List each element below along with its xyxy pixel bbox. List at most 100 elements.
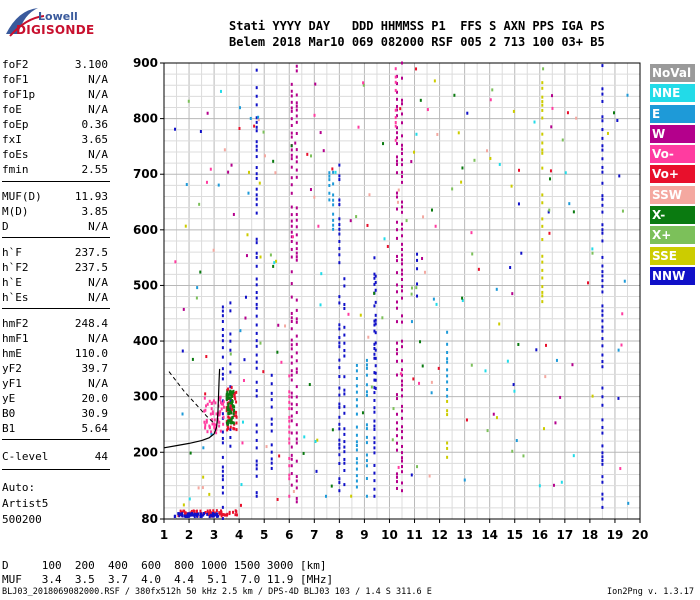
echo-dot (338, 405, 341, 409)
echo-cluster-dot (209, 509, 212, 513)
echo-cluster-dot (205, 404, 208, 408)
legend-item: Vo- (650, 145, 695, 164)
echo-dot (295, 351, 298, 355)
echo-dot (290, 431, 293, 435)
echo-dot (601, 255, 604, 259)
param-value: 237.5 (74, 261, 108, 274)
echo-dot (506, 359, 509, 363)
echo-cluster-dot (212, 399, 215, 403)
echo-dot (343, 461, 346, 465)
echo-dot (446, 455, 449, 459)
echo-dot (355, 412, 358, 416)
echo-dot (401, 394, 403, 398)
echo-cluster-dot (229, 389, 232, 393)
echo-dot (343, 457, 346, 461)
echo-dot (541, 132, 544, 136)
echo-dot (477, 267, 480, 271)
echo-dot (221, 474, 224, 478)
echo-cluster-dot (203, 512, 206, 516)
echo-dot (416, 465, 419, 469)
echo-dot (255, 176, 258, 180)
echo-cluster-dot (228, 396, 231, 400)
echo-dot (334, 170, 337, 174)
echo-dot (238, 126, 241, 130)
echo-cluster-dot (232, 405, 235, 409)
echo-cluster-dot (200, 513, 203, 517)
echo-dot (255, 166, 258, 170)
echo-dot (374, 331, 377, 335)
echo-dot (343, 302, 346, 306)
echo-dot (401, 373, 403, 377)
echo-cluster-dot (208, 426, 211, 430)
echo-dot (290, 327, 293, 331)
x-tick-label: 9 (360, 528, 368, 542)
echo-dot (401, 102, 403, 106)
echo-dot (212, 248, 215, 252)
echo-dot (295, 168, 298, 172)
echo-dot (270, 373, 273, 377)
echo-dot (338, 358, 341, 362)
echo-dot (206, 111, 209, 115)
echo-dot (205, 180, 208, 184)
echo-dot (416, 282, 419, 286)
echo-dot (401, 368, 403, 372)
echo-dot (542, 67, 545, 71)
echo-dot (229, 339, 232, 343)
echo-dot (395, 441, 398, 445)
echo-dot (290, 247, 293, 251)
echo-dot (395, 283, 398, 287)
echo-dot (451, 187, 454, 191)
echo-dot (386, 244, 389, 248)
echo-dot (328, 198, 331, 202)
echo-dot (601, 497, 604, 501)
echo-cluster-dot (226, 422, 229, 426)
echo-dot (328, 171, 331, 175)
param-row: M(D) 3.85 (2, 204, 108, 219)
echo-dot (591, 247, 594, 251)
echo-dot (518, 168, 521, 172)
echo-dot (373, 419, 376, 423)
echo-dot (196, 286, 199, 290)
echo-dot (255, 360, 258, 364)
param-label: foF2 (2, 58, 29, 71)
echo-dot (515, 439, 518, 443)
distance-row: D 100 200 400 600 800 1000 1500 3000 [km… (2, 559, 327, 572)
x-tick-label: 15 (506, 528, 523, 542)
echo-dot (174, 260, 177, 264)
echo-dot (295, 251, 298, 255)
echo-dot (373, 256, 376, 260)
param-value: N/A (88, 73, 108, 86)
echo-dot (626, 93, 629, 97)
echo-dot (290, 347, 293, 351)
echo-dot (486, 149, 489, 153)
echo-cluster-dot (199, 514, 202, 518)
echo-dot (510, 184, 513, 188)
echo-dot (548, 208, 551, 212)
echo-dot (365, 464, 368, 468)
echo-dot (219, 89, 222, 93)
echo-dot (394, 80, 397, 84)
echo-dot (355, 363, 358, 367)
echo-dot (221, 314, 224, 318)
echo-dot (395, 90, 398, 94)
echo-dot (229, 309, 232, 313)
echo-cluster-dot (217, 420, 220, 424)
echo-dot (368, 193, 371, 197)
echo-cluster-dot (230, 385, 233, 389)
echo-dot (355, 377, 358, 381)
echo-dot (306, 152, 309, 156)
echo-dot (373, 356, 376, 360)
echo-dot (245, 254, 248, 258)
echo-dot (328, 178, 331, 182)
echo-dot (512, 383, 515, 387)
echo-dot (255, 463, 258, 467)
echo-dot (373, 378, 376, 382)
y-tick-label: 500 (133, 278, 158, 292)
echo-dot (343, 427, 346, 431)
echo-dot (395, 472, 398, 476)
echo-cluster-dot (206, 402, 209, 406)
echo-dot (430, 380, 433, 384)
echo-cluster-dot (191, 513, 194, 517)
echo-dot (541, 300, 544, 304)
echo-dot (401, 258, 403, 262)
